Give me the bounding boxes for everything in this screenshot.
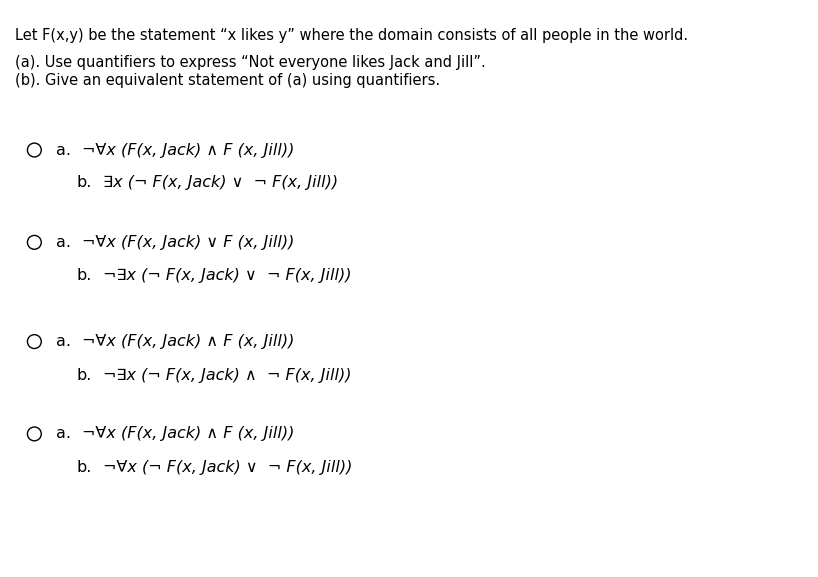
Text: b.: b.: [77, 460, 92, 475]
Text: ¬∃x (¬ F(x, Jack) ∨  ¬ F(x, Jill)): ¬∃x (¬ F(x, Jack) ∨ ¬ F(x, Jill)): [103, 268, 352, 283]
Text: b.: b.: [77, 268, 92, 283]
Text: ∃x (¬ F(x, Jack) ∨  ¬ F(x, Jill)): ∃x (¬ F(x, Jack) ∨ ¬ F(x, Jill)): [103, 175, 338, 190]
Text: ¬∀x (F(x, Jack) ∧ F (x, Jill)): ¬∀x (F(x, Jack) ∧ F (x, Jill)): [82, 334, 294, 349]
Text: a.: a.: [56, 334, 70, 349]
Text: a.: a.: [56, 235, 70, 250]
Text: b.: b.: [77, 175, 92, 190]
Text: b.: b.: [77, 368, 92, 383]
Text: (a). Use quantifiers to express “Not everyone likes Jack and Jill”.: (a). Use quantifiers to express “Not eve…: [15, 55, 485, 70]
Text: a.: a.: [56, 143, 70, 158]
Text: ¬∀x (¬ F(x, Jack) ∨  ¬ F(x, Jill)): ¬∀x (¬ F(x, Jack) ∨ ¬ F(x, Jill)): [103, 460, 353, 475]
Text: (b). Give an equivalent statement of (a) using quantifiers.: (b). Give an equivalent statement of (a)…: [15, 73, 440, 88]
Text: a.: a.: [56, 426, 70, 441]
Text: ¬∀x (F(x, Jack) ∨ F (x, Jill)): ¬∀x (F(x, Jack) ∨ F (x, Jill)): [82, 235, 294, 250]
Text: ¬∃x (¬ F(x, Jack) ∧  ¬ F(x, Jill)): ¬∃x (¬ F(x, Jack) ∧ ¬ F(x, Jill)): [103, 368, 352, 383]
Text: ¬∀x (F(x, Jack) ∧ F (x, Jill)): ¬∀x (F(x, Jack) ∧ F (x, Jill)): [82, 143, 294, 158]
Text: Let F(x,y) be the statement “x likes y” where the domain consists of all people : Let F(x,y) be the statement “x likes y” …: [15, 28, 688, 43]
Text: ¬∀x (F(x, Jack) ∧ F (x, Jill)): ¬∀x (F(x, Jack) ∧ F (x, Jill)): [82, 426, 294, 441]
